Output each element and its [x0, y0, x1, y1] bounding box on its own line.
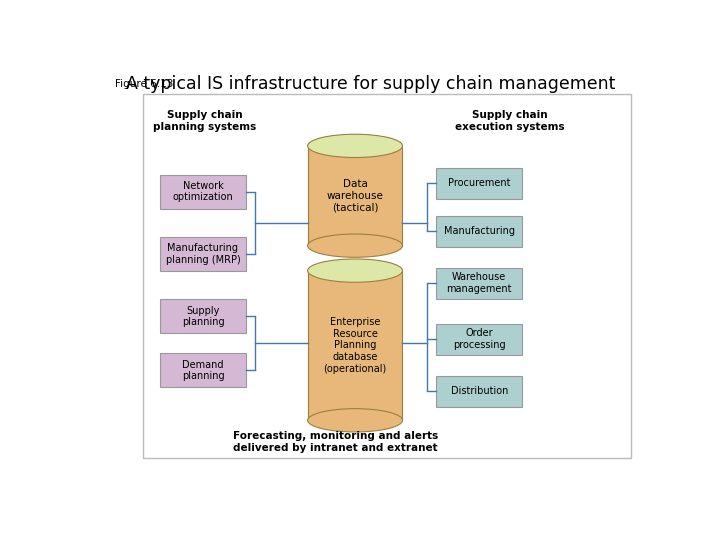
Ellipse shape: [307, 234, 402, 258]
Ellipse shape: [307, 409, 402, 432]
Text: Figure 6.13: Figure 6.13: [115, 78, 174, 89]
Text: A typical IS infrastructure for supply chain management: A typical IS infrastructure for supply c…: [115, 75, 616, 92]
Text: Forecasting, monitoring and alerts
delivered by intranet and extranet: Forecasting, monitoring and alerts deliv…: [233, 431, 438, 453]
Text: Network
optimization: Network optimization: [173, 181, 233, 202]
Bar: [307, 146, 402, 246]
Text: Order
processing: Order processing: [453, 328, 505, 350]
Ellipse shape: [307, 134, 402, 158]
Text: Distribution: Distribution: [451, 386, 508, 396]
Ellipse shape: [307, 259, 402, 282]
Bar: [436, 267, 523, 299]
Bar: [160, 353, 246, 388]
Text: Data
warehouse
(tactical): Data warehouse (tactical): [327, 179, 384, 212]
Bar: [160, 174, 246, 208]
Bar: [143, 94, 631, 458]
Ellipse shape: [307, 134, 402, 158]
Bar: [436, 323, 523, 355]
Text: Procurement: Procurement: [448, 178, 510, 188]
Bar: [436, 376, 523, 407]
Bar: [160, 299, 246, 333]
Bar: [160, 237, 246, 271]
Text: Supply chain
planning systems: Supply chain planning systems: [153, 110, 256, 132]
Text: Supply chain
execution systems: Supply chain execution systems: [455, 110, 565, 132]
Text: Warehouse
management: Warehouse management: [446, 272, 512, 294]
Bar: [436, 168, 523, 199]
Bar: [307, 271, 402, 420]
Text: Supply
planning: Supply planning: [181, 306, 225, 327]
Text: Manufacturing: Manufacturing: [444, 226, 515, 236]
Bar: [436, 215, 523, 247]
Text: Manufacturing
planning (MRP): Manufacturing planning (MRP): [166, 243, 240, 265]
Text: Enterprise
Resource
Planning
database
(operational): Enterprise Resource Planning database (o…: [323, 318, 387, 374]
Text: Demand
planning: Demand planning: [181, 360, 225, 381]
Ellipse shape: [307, 259, 402, 282]
